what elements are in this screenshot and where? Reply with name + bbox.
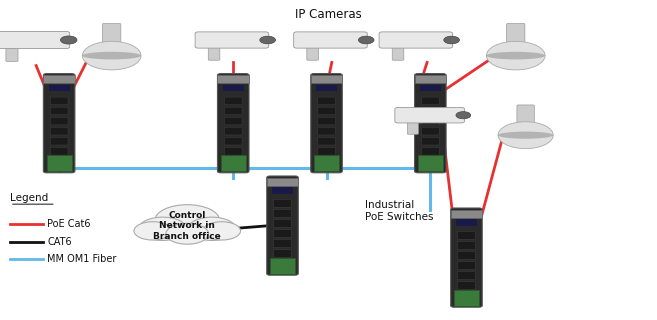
FancyBboxPatch shape (311, 75, 342, 83)
FancyBboxPatch shape (317, 117, 335, 125)
Circle shape (358, 36, 374, 44)
FancyBboxPatch shape (50, 137, 68, 145)
FancyBboxPatch shape (267, 178, 298, 186)
Circle shape (203, 222, 240, 240)
FancyBboxPatch shape (457, 231, 476, 239)
FancyBboxPatch shape (422, 117, 440, 125)
FancyBboxPatch shape (43, 74, 75, 173)
FancyBboxPatch shape (224, 117, 242, 125)
FancyBboxPatch shape (457, 242, 476, 249)
FancyBboxPatch shape (224, 137, 242, 145)
FancyBboxPatch shape (457, 262, 476, 269)
Ellipse shape (486, 52, 545, 60)
FancyBboxPatch shape (317, 148, 335, 155)
FancyBboxPatch shape (217, 75, 249, 83)
Circle shape (155, 205, 219, 236)
FancyBboxPatch shape (314, 155, 339, 171)
Text: MM OM1 Fiber: MM OM1 Fiber (47, 254, 117, 264)
FancyBboxPatch shape (451, 208, 482, 307)
FancyBboxPatch shape (307, 46, 319, 60)
FancyBboxPatch shape (50, 97, 68, 105)
Text: PoE Cat6: PoE Cat6 (47, 219, 91, 229)
FancyBboxPatch shape (50, 127, 68, 135)
FancyBboxPatch shape (273, 199, 292, 207)
FancyBboxPatch shape (457, 252, 476, 259)
FancyBboxPatch shape (273, 210, 292, 217)
FancyBboxPatch shape (273, 240, 292, 247)
FancyBboxPatch shape (317, 137, 335, 145)
FancyBboxPatch shape (311, 74, 342, 173)
FancyBboxPatch shape (422, 107, 440, 115)
Text: Legend: Legend (10, 193, 48, 203)
Circle shape (444, 36, 459, 44)
FancyBboxPatch shape (223, 85, 244, 91)
Text: CAT6: CAT6 (47, 236, 72, 247)
Ellipse shape (82, 52, 141, 60)
Ellipse shape (498, 132, 553, 139)
FancyBboxPatch shape (415, 74, 446, 173)
FancyBboxPatch shape (379, 32, 453, 48)
FancyBboxPatch shape (208, 46, 220, 60)
FancyBboxPatch shape (49, 85, 70, 91)
FancyBboxPatch shape (47, 155, 72, 171)
FancyBboxPatch shape (270, 258, 295, 274)
Circle shape (188, 217, 236, 240)
Circle shape (498, 122, 553, 148)
FancyBboxPatch shape (50, 107, 68, 115)
FancyBboxPatch shape (195, 32, 269, 48)
FancyBboxPatch shape (507, 24, 525, 49)
FancyBboxPatch shape (420, 85, 441, 91)
FancyBboxPatch shape (273, 220, 292, 227)
FancyBboxPatch shape (456, 219, 477, 226)
FancyBboxPatch shape (50, 148, 68, 155)
FancyBboxPatch shape (50, 117, 68, 125)
FancyBboxPatch shape (418, 155, 443, 171)
FancyBboxPatch shape (102, 24, 121, 49)
Circle shape (134, 222, 171, 240)
FancyBboxPatch shape (221, 155, 246, 171)
FancyBboxPatch shape (395, 108, 464, 123)
FancyBboxPatch shape (451, 210, 482, 218)
FancyBboxPatch shape (224, 97, 242, 105)
FancyBboxPatch shape (0, 31, 70, 49)
FancyBboxPatch shape (316, 85, 337, 91)
FancyBboxPatch shape (317, 107, 335, 115)
FancyBboxPatch shape (317, 127, 335, 135)
FancyBboxPatch shape (224, 148, 242, 155)
FancyBboxPatch shape (407, 121, 419, 134)
Circle shape (139, 217, 187, 240)
Text: IP Cameras: IP Cameras (295, 8, 362, 21)
Circle shape (456, 112, 470, 119)
Circle shape (260, 36, 275, 44)
FancyBboxPatch shape (272, 187, 293, 194)
FancyBboxPatch shape (422, 127, 440, 135)
FancyBboxPatch shape (415, 75, 446, 83)
FancyBboxPatch shape (317, 97, 335, 105)
FancyBboxPatch shape (267, 176, 298, 275)
Text: Control
Network in
Branch office: Control Network in Branch office (153, 211, 221, 241)
FancyBboxPatch shape (457, 272, 476, 279)
FancyBboxPatch shape (294, 32, 367, 48)
FancyBboxPatch shape (422, 148, 440, 155)
FancyBboxPatch shape (6, 46, 18, 61)
FancyBboxPatch shape (217, 74, 249, 173)
Circle shape (82, 41, 141, 70)
FancyBboxPatch shape (273, 250, 292, 258)
Circle shape (486, 41, 545, 70)
FancyBboxPatch shape (457, 282, 476, 290)
Circle shape (60, 36, 77, 44)
FancyBboxPatch shape (43, 75, 75, 83)
FancyBboxPatch shape (454, 290, 479, 306)
Text: Industrial
PoE Switches: Industrial PoE Switches (365, 200, 433, 222)
FancyBboxPatch shape (422, 97, 440, 105)
FancyBboxPatch shape (224, 107, 242, 115)
FancyBboxPatch shape (392, 46, 404, 60)
FancyBboxPatch shape (273, 230, 292, 237)
FancyBboxPatch shape (224, 127, 242, 135)
FancyBboxPatch shape (422, 137, 440, 145)
Circle shape (166, 223, 208, 244)
FancyBboxPatch shape (517, 105, 534, 129)
